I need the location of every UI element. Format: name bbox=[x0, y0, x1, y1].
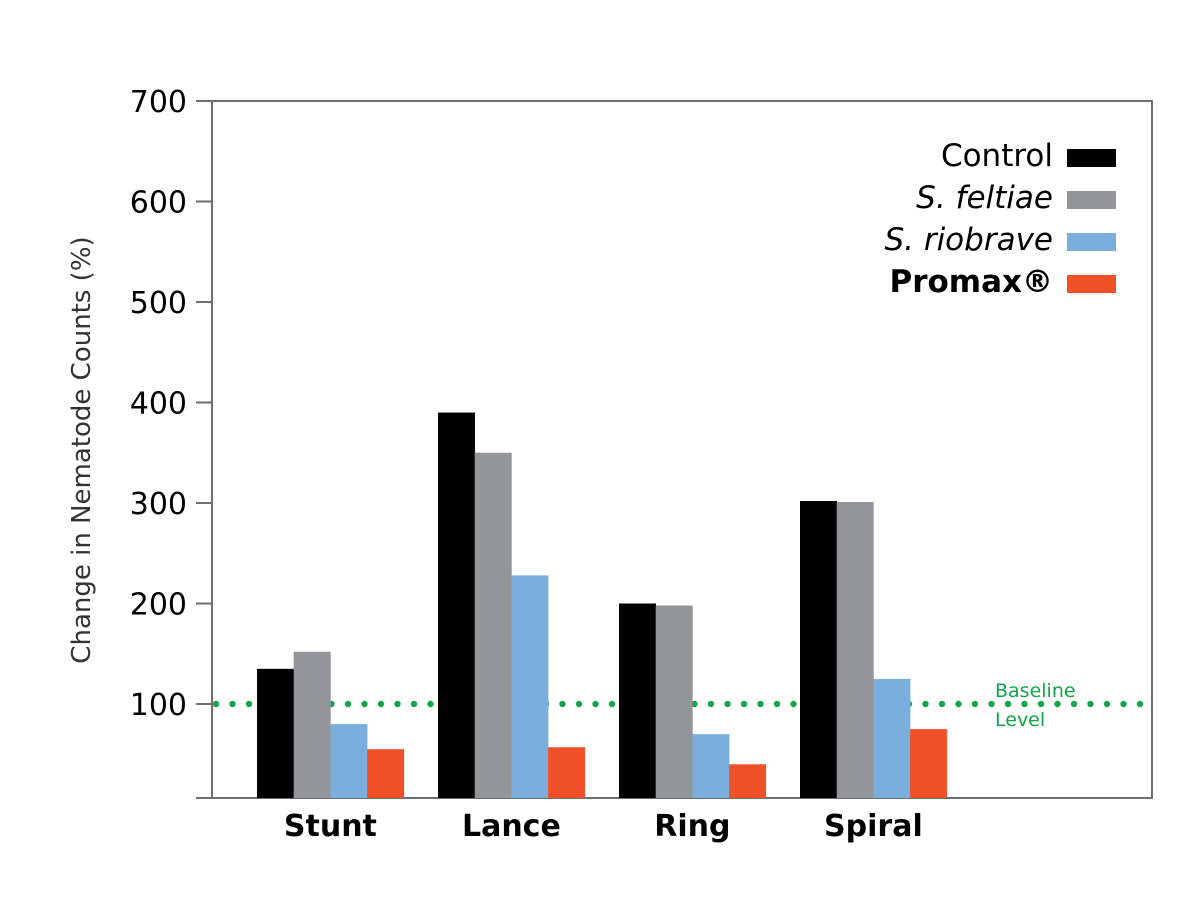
baseline-dot bbox=[245, 700, 253, 708]
bar-spiral-s-riobrave bbox=[873, 678, 911, 798]
baseline-dot bbox=[1087, 700, 1094, 708]
baseline-dot bbox=[707, 700, 715, 708]
bar-spiral-control bbox=[800, 500, 837, 798]
baseline-dot bbox=[988, 700, 995, 708]
baseline-dot bbox=[608, 700, 616, 708]
bar-spiral-promax bbox=[910, 729, 948, 798]
baseline-dot bbox=[790, 700, 797, 708]
y-tick-label: 500 bbox=[130, 286, 187, 321]
baseline-dot bbox=[1103, 700, 1111, 708]
baseline-dot bbox=[1021, 700, 1028, 708]
baseline-dot bbox=[592, 700, 599, 708]
legend-label: S. feltiae bbox=[916, 180, 1053, 216]
baseline-dot bbox=[938, 700, 946, 708]
legend-swatch bbox=[1067, 149, 1116, 167]
bar-stunt-s-feltiae bbox=[293, 651, 331, 798]
baseline-dot bbox=[773, 700, 781, 708]
bar-lance-promax bbox=[548, 747, 586, 798]
x-tick-label: Stunt bbox=[284, 809, 377, 844]
bar-stunt-s-riobrave bbox=[330, 724, 368, 798]
y-tick-label: 200 bbox=[130, 588, 187, 623]
baseline-dot bbox=[361, 700, 368, 708]
baseline-dot bbox=[740, 700, 748, 708]
baseline-dot bbox=[757, 700, 764, 708]
bar-stunt-control bbox=[257, 668, 294, 798]
baseline-dot bbox=[1054, 700, 1061, 708]
baseline-dot bbox=[344, 700, 352, 708]
legend: Control S. feltiae S. riobrave Promax® bbox=[884, 138, 1116, 300]
bar-lance-control bbox=[438, 412, 475, 798]
baseline-dot bbox=[377, 700, 385, 708]
baseline-dot bbox=[1120, 700, 1127, 708]
baseline-dot bbox=[427, 700, 434, 708]
y-axis-label: Change in Nematode Counts (%) bbox=[67, 236, 97, 663]
bar-spiral-s-feltiae bbox=[836, 501, 874, 798]
bar-ring-s-riobrave bbox=[692, 734, 730, 798]
legend-swatch bbox=[1067, 233, 1116, 251]
legend-label: S. riobrave bbox=[884, 222, 1053, 258]
bar-ring-control bbox=[619, 603, 656, 798]
bar-ring-s-feltiae bbox=[655, 605, 693, 798]
y-tick-label: 700 bbox=[130, 85, 187, 120]
baseline-dot bbox=[575, 700, 583, 708]
bar-ring-promax bbox=[729, 764, 767, 798]
baseline-dot bbox=[971, 700, 979, 708]
baseline-label-line2: Level bbox=[995, 709, 1045, 731]
x-labels: Stunt Lance Ring Spiral bbox=[284, 809, 923, 844]
baseline-dot bbox=[410, 700, 418, 708]
bar-lance-s-feltiae bbox=[474, 452, 512, 798]
baseline-dot bbox=[229, 700, 236, 708]
y-tick-label: 100 bbox=[130, 688, 187, 723]
baseline-dot bbox=[1004, 700, 1012, 708]
baseline-dot bbox=[559, 700, 566, 708]
baseline-dot bbox=[212, 700, 220, 708]
baseline-dot bbox=[1037, 700, 1045, 708]
legend-swatch bbox=[1067, 275, 1116, 293]
baseline-dot bbox=[922, 700, 929, 708]
baseline-label-line1: Baseline bbox=[995, 680, 1076, 702]
y-tick-label: 600 bbox=[130, 186, 187, 221]
y-tick-label: 300 bbox=[130, 487, 187, 522]
baseline-dot bbox=[1070, 700, 1078, 708]
x-tick-label: Lance bbox=[462, 809, 561, 844]
baseline-dot bbox=[955, 700, 962, 708]
baseline-dot bbox=[394, 700, 401, 708]
x-tick-label: Spiral bbox=[824, 809, 923, 844]
baseline-dot bbox=[724, 700, 731, 708]
y-ticks: 100 200 300 400 500 600 700 bbox=[130, 85, 213, 799]
baseline-dot bbox=[691, 700, 698, 708]
bars bbox=[257, 412, 948, 798]
legend-swatch bbox=[1067, 191, 1116, 209]
bar-lance-s-riobrave bbox=[511, 575, 549, 798]
bar-stunt-promax bbox=[367, 749, 405, 798]
baseline-dot bbox=[1136, 700, 1144, 708]
legend-label: Control bbox=[941, 138, 1053, 174]
y-tick-label: 400 bbox=[130, 387, 187, 422]
legend-label: Promax® bbox=[889, 264, 1053, 300]
x-tick-label: Ring bbox=[654, 809, 730, 844]
